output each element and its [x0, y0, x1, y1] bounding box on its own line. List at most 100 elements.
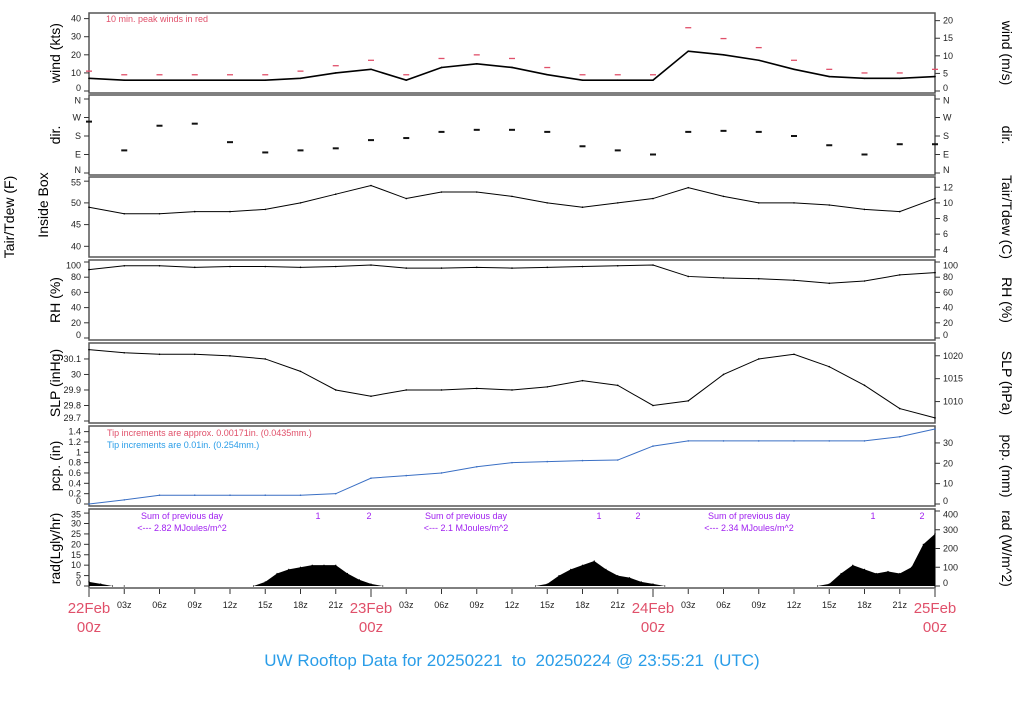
slp-data-point: [934, 417, 936, 419]
pcp-left-tick-label: 0.2: [68, 489, 81, 499]
dir-data-point: [368, 139, 374, 142]
rad-data-point: [628, 577, 631, 579]
wind-peak-mark: [473, 54, 480, 56]
rh-left-tick-label: 0: [76, 330, 81, 340]
wind-right-tick-label: 5: [943, 68, 948, 78]
tair-data-point: [546, 202, 549, 204]
rad-data-point: [276, 572, 278, 575]
tair-data-point: [123, 212, 126, 215]
rh-data-point: [123, 265, 126, 267]
rad-data-point: [934, 533, 936, 535]
dir-data-point: [156, 124, 163, 127]
x-date-hour-label: 00z: [77, 619, 101, 636]
rh-data-point: [88, 268, 90, 271]
rad-data-point: [323, 564, 325, 566]
rh-data-point: [934, 271, 936, 274]
tair-data-point: [299, 202, 302, 204]
wind-peak-mark: [861, 72, 868, 74]
x-hour-label: 18z: [575, 600, 590, 610]
pcp-data-point: [934, 428, 936, 430]
wind-peak-mark: [932, 68, 938, 70]
rad-left-tick-label: 0: [76, 578, 81, 588]
rad-marker: 1: [315, 511, 320, 521]
rad-data-point: [863, 568, 866, 570]
rad-data-point: [370, 583, 372, 585]
pcp-left-tick-label: 0.6: [68, 468, 81, 478]
tair-data-point: [722, 195, 725, 198]
rad-data-point: [840, 572, 842, 575]
tair-right-tick-label: 10: [943, 198, 953, 208]
pcp-data-point: [370, 477, 372, 479]
rh-right-tick-label: 100: [943, 261, 958, 271]
tair-data-point: [475, 191, 478, 193]
x-hour-label: 21z: [610, 600, 625, 610]
rad-left-tick-label: 20: [71, 539, 81, 549]
rad-right-tick-label: 300: [943, 525, 958, 535]
rh-ylabel-right: RH (%): [999, 277, 1015, 323]
wind-data-point: [229, 79, 231, 81]
dir-data-point: [579, 145, 586, 148]
dir-left-tick-label: E: [75, 150, 81, 160]
tair-left-tick-label: 50: [71, 198, 81, 208]
x-hour-label: 21z: [328, 600, 343, 610]
dir-left-tick-label: N: [75, 165, 82, 175]
pcp-ylabel-right: pcp. (mm): [999, 435, 1015, 498]
rh-panel-frame: [88, 259, 936, 341]
tair-ylabel-right: Tair/Tdew (C): [999, 175, 1015, 259]
dir-right-tick-label: W: [943, 113, 952, 123]
wind-peak-mark: [332, 65, 339, 67]
wind-peak-mark: [191, 74, 198, 76]
dir-left-tick-label: W: [73, 113, 82, 123]
dir-data-point: [332, 147, 339, 150]
rad-day-sum-value: <--- 2.82 MJoules/m^2: [137, 523, 227, 533]
wind-data-point: [299, 77, 302, 80]
slp-data-point: [299, 370, 302, 373]
pcp-right-tick-label: 10: [943, 479, 953, 489]
tair-series-line: [88, 184, 936, 215]
x-hour-label: 09z: [751, 600, 766, 610]
wind-peak-mark: [86, 70, 92, 72]
slp-data-point: [264, 358, 267, 360]
pcp-right-tick-label: 20: [943, 458, 953, 468]
slp-left-tick-label: 29.7: [63, 413, 81, 423]
pcp-right-tick-label: 30: [943, 438, 953, 448]
wind-right-tick-label: 10: [943, 51, 953, 61]
rad-marker: 2: [635, 511, 640, 521]
tair-data-point: [687, 186, 690, 189]
tair-data-point: [898, 210, 901, 213]
wind-ylabel: wind (kts): [47, 23, 63, 84]
rad-data-point: [311, 564, 313, 566]
pcp-ylabel: pcp. (in): [47, 441, 63, 492]
pcp-left-tick-label: 0: [76, 496, 81, 506]
rad-data-point: [299, 566, 302, 568]
wind-peak-mark: [755, 46, 762, 49]
wind-data-point: [475, 63, 478, 65]
slp-left-tick-label: 30.1: [63, 354, 81, 364]
pcp-data-point: [193, 494, 196, 497]
pcp-data-point: [123, 499, 126, 501]
rh-data-point: [511, 267, 513, 269]
rad-data-point: [558, 574, 560, 577]
slp-left-tick-label: 29.8: [63, 400, 81, 410]
x-date-hour-label: 00z: [359, 619, 383, 636]
rad-data-point: [899, 572, 901, 575]
tair-ylabel-2: Inside Box: [35, 172, 51, 237]
rh-left-tick-label: 60: [71, 287, 81, 297]
rh-data-point: [616, 265, 619, 267]
pcp-data-point: [475, 465, 478, 468]
slp-data-point: [229, 355, 231, 357]
pcp-data-point: [793, 440, 795, 442]
slp-data-point: [193, 353, 196, 356]
rad-data-point: [605, 568, 607, 570]
wind-data-point: [757, 59, 760, 62]
rad-data-point: [664, 585, 666, 587]
tair-right-tick-label: 8: [943, 214, 948, 224]
rad-right-tick-label: 0: [943, 578, 948, 588]
x-date-label: 22Feb: [68, 600, 111, 617]
wind-data-point: [793, 68, 795, 71]
slp-data-point: [687, 400, 690, 402]
pcp-data-point: [88, 503, 90, 505]
pcp-data-point: [158, 494, 161, 497]
wind-annotation: 10 min. peak winds in red: [106, 14, 208, 24]
rad-data-point: [910, 566, 913, 568]
